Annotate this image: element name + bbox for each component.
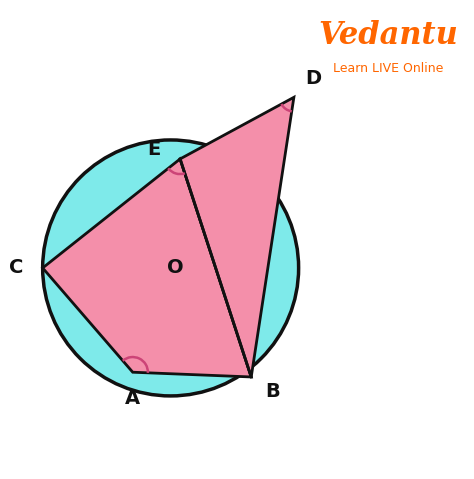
Text: Vedantu: Vedantu — [319, 20, 458, 51]
Text: O: O — [167, 259, 184, 277]
Text: C: C — [9, 259, 24, 277]
Text: E: E — [147, 140, 161, 159]
Text: B: B — [265, 382, 280, 400]
Polygon shape — [43, 159, 251, 377]
Text: A: A — [125, 389, 140, 408]
Text: D: D — [305, 69, 321, 88]
Text: Learn LIVE Online: Learn LIVE Online — [334, 62, 444, 75]
Polygon shape — [180, 97, 294, 377]
Circle shape — [43, 140, 299, 396]
